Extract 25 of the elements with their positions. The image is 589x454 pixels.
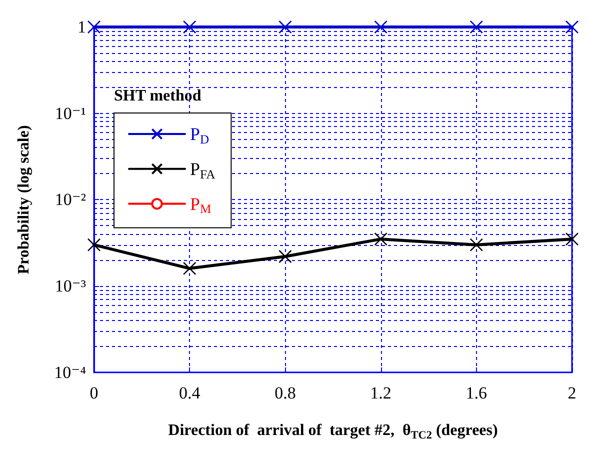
y-tick-label: 10⁻³ xyxy=(54,276,86,296)
y-tick-label: 10⁻² xyxy=(54,190,86,210)
y-axis-title: Probability (log scale) xyxy=(16,125,32,274)
x-tick-label: 0.8 xyxy=(274,383,296,402)
point xyxy=(565,20,579,34)
x-tick-label: 1.6 xyxy=(466,383,488,402)
x-tick-label: 0 xyxy=(90,383,98,402)
point xyxy=(182,262,196,276)
legend-title: SHT method xyxy=(114,88,202,104)
point xyxy=(374,20,388,34)
point xyxy=(87,20,101,34)
y-tick-label: 10⁻⁴ xyxy=(54,362,86,382)
point xyxy=(87,238,101,252)
x-tick-label: 0.4 xyxy=(178,383,201,402)
point xyxy=(470,20,484,34)
point xyxy=(278,20,292,34)
y-tick-label: 10⁻¹ xyxy=(54,104,86,123)
x-tick-label: 1.2 xyxy=(370,383,392,402)
point xyxy=(182,20,196,34)
point xyxy=(565,232,579,246)
point xyxy=(278,250,292,264)
point xyxy=(374,232,388,246)
y-tick-label: 1 xyxy=(78,18,86,36)
point xyxy=(470,238,484,252)
x-tick-label: 2 xyxy=(568,383,576,402)
